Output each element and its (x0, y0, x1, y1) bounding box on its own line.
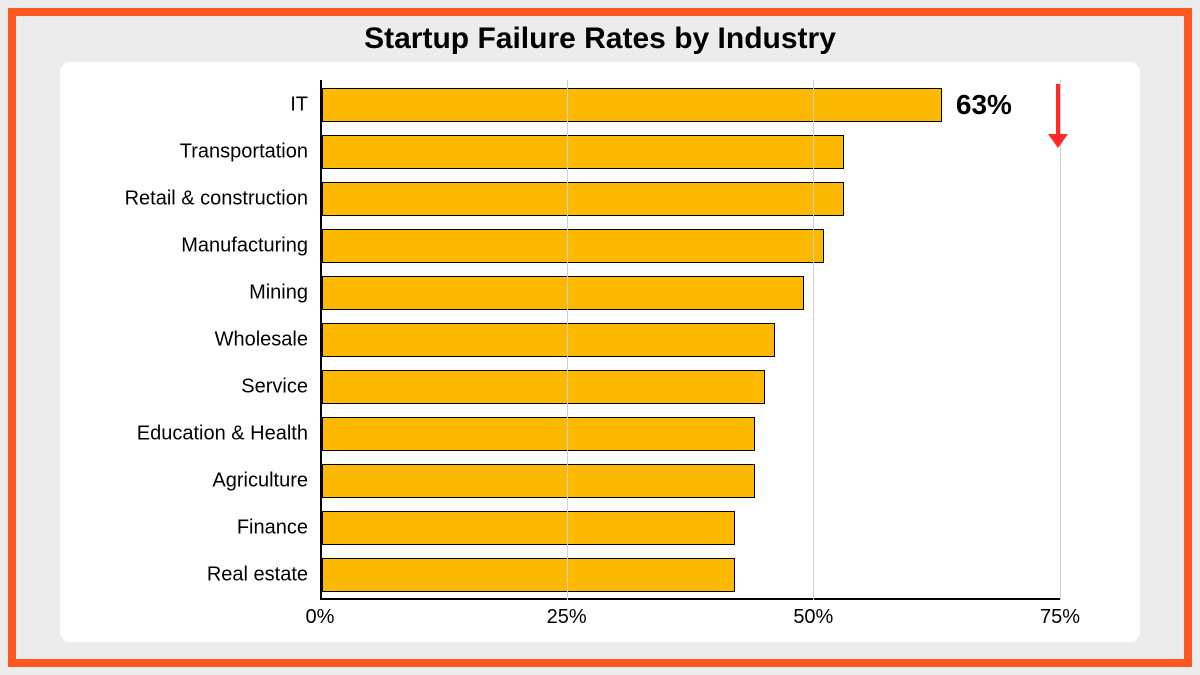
category-label: Real estate (207, 563, 322, 586)
x-tick-label: 50% (793, 606, 833, 629)
bar (322, 511, 735, 545)
bar-row: Manufacturing (322, 227, 1060, 265)
bar (322, 229, 824, 263)
bar-row: Service (322, 368, 1060, 406)
bar-row: Wholesale (322, 321, 1060, 359)
category-label: Transportation (180, 141, 322, 164)
grid-line (1060, 80, 1061, 600)
arrow-stem (1056, 84, 1060, 138)
down-arrow-icon (1046, 84, 1070, 148)
bar-row: Retail & construction (322, 180, 1060, 218)
bar-row: Mining (322, 274, 1060, 312)
bar (322, 323, 775, 357)
category-label: Agriculture (212, 469, 322, 492)
category-label: Education & Health (137, 422, 322, 445)
bar (322, 370, 765, 404)
category-label: Finance (237, 516, 322, 539)
callout-value: 63% (956, 89, 1012, 121)
bar-row: Transportation (322, 133, 1060, 171)
bar (322, 276, 804, 310)
outer-frame: Startup Failure Rates by Industry ITTran… (8, 8, 1192, 667)
grid-line (567, 80, 568, 600)
category-label: Service (241, 375, 322, 398)
bars-container: IT Transportation Retail & construction Man… (322, 82, 1060, 598)
bar (322, 558, 735, 592)
bar (322, 88, 942, 122)
bar-row: Finance (322, 509, 1060, 547)
arrow-head (1048, 134, 1068, 148)
bar-row: Education & Health (322, 415, 1060, 453)
category-label: Mining (249, 282, 322, 305)
bar (322, 464, 755, 498)
x-ticks: 0%25%50%75% (320, 600, 1060, 630)
category-label: Manufacturing (181, 235, 322, 258)
bar (322, 182, 844, 216)
bar-row: IT (322, 86, 1060, 124)
bar (322, 417, 755, 451)
bar (322, 135, 844, 169)
category-label: Wholesale (215, 328, 322, 351)
x-tick-label: 75% (1040, 606, 1080, 629)
category-label: IT (290, 94, 322, 117)
grid-line (813, 80, 814, 600)
category-label: Retail & construction (125, 188, 322, 211)
chart-title: Startup Failure Rates by Industry (364, 22, 836, 56)
bar-row: Agriculture (322, 462, 1060, 500)
chart-card: ITTransportationRetail & constructionMan… (60, 62, 1140, 642)
bar-row: Real estate (322, 556, 1060, 594)
x-tick-label: 25% (547, 606, 587, 629)
plot-area: IT Transportation Retail & construction Man… (320, 80, 1060, 600)
x-tick-label: 0% (306, 606, 335, 629)
